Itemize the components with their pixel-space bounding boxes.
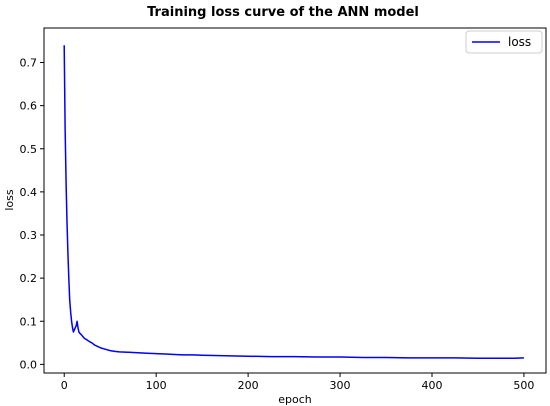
x-tick-label: 0	[61, 379, 68, 392]
y-tick-label: 0.7	[20, 57, 38, 70]
y-tick-label: 0.5	[20, 143, 38, 156]
y-tick-label: 0.4	[20, 186, 38, 199]
legend-box	[465, 30, 543, 54]
y-tick-label: 0.1	[20, 315, 38, 328]
loss-series-line	[63, 45, 524, 360]
x-tick-label: 300	[330, 379, 351, 392]
axis-ticks: 0 100 200 300 400 500 0.0 0.1 0.2 0.3 0.4 0.5 0.6 0.7	[20, 57, 535, 393]
x-axis-label: epoch	[278, 393, 312, 406]
plot-frame	[43, 27, 547, 374]
x-tick-label: 100	[146, 379, 167, 392]
y-axis-label: loss	[3, 189, 16, 211]
chart-title: Training loss curve of the ANN model	[147, 5, 419, 20]
legend-label-loss: loss	[508, 35, 531, 49]
y-tick-label: 0.2	[20, 272, 38, 285]
legend: loss	[465, 30, 543, 54]
x-tick-label: 400	[421, 379, 442, 392]
y-tick-label: 0.3	[20, 229, 38, 242]
x-tick-label: 200	[238, 379, 259, 392]
y-tick-label: 0.6	[20, 100, 38, 113]
y-tick-label: 0.0	[20, 358, 38, 371]
x-tick-label: 500	[513, 379, 534, 392]
